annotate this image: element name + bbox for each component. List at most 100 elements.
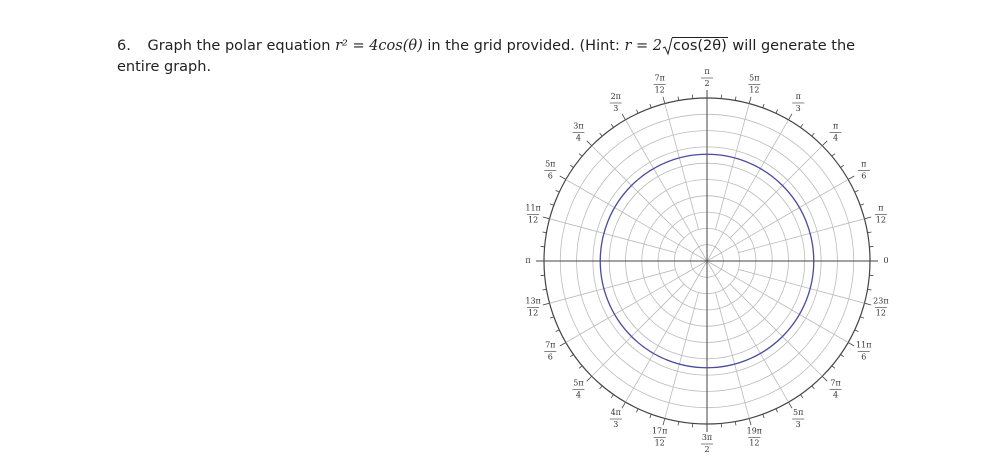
tick: [662, 418, 666, 426]
grid-spoke: [706, 260, 789, 403]
grid-spoke: [715, 103, 750, 230]
label: 0: [883, 256, 888, 265]
tick: [599, 385, 603, 390]
tick: [860, 316, 865, 319]
tick: [800, 123, 804, 128]
label-numerator: 7π: [545, 341, 555, 350]
label-denominator: 4: [833, 133, 838, 142]
label-numerator: 23π: [873, 297, 888, 306]
label-numerator: 17π: [652, 427, 667, 436]
tick: [677, 96, 680, 101]
tick: [559, 342, 567, 347]
tick: [860, 203, 865, 206]
tick: [847, 175, 855, 180]
tick: [748, 96, 752, 104]
grid-spoke: [591, 145, 685, 239]
label-denominator: 6: [548, 353, 553, 362]
label-numerator: π: [796, 92, 801, 101]
tick: [586, 375, 593, 382]
grid-spoke: [565, 179, 708, 262]
tick: [649, 414, 652, 419]
label-denominator: 6: [861, 172, 866, 181]
radicand: cos(2θ): [672, 37, 728, 54]
tick: [748, 418, 752, 426]
label-numerator: 3π: [702, 433, 712, 442]
label-numerator: 5π: [573, 379, 583, 388]
label-numerator: 3π: [573, 121, 583, 130]
tick: [649, 103, 652, 108]
label-denominator: 12: [749, 439, 759, 448]
tick: [821, 140, 828, 147]
tick: [636, 109, 639, 114]
label-numerator: 11π: [525, 203, 540, 212]
grid-spoke: [625, 260, 708, 403]
tick: [549, 203, 554, 206]
radical-sign: [662, 37, 673, 56]
label-denominator: 12: [749, 85, 759, 94]
grid-spoke: [591, 283, 685, 377]
question: 6. Graph the polar equation r² = 4cos(θ)…: [117, 36, 887, 78]
label-denominator: 12: [655, 85, 665, 94]
tick: [762, 103, 765, 108]
tick: [762, 414, 765, 419]
tick: [610, 123, 614, 128]
label-denominator: 12: [655, 439, 665, 448]
tick: [542, 216, 550, 220]
tick: [578, 365, 583, 369]
tick: [788, 401, 793, 409]
tick: [621, 113, 626, 121]
tick: [811, 385, 815, 390]
tick: [559, 175, 567, 180]
hint-equation: r = 2: [624, 38, 662, 54]
grid-spoke: [664, 103, 699, 230]
label-denominator: 6: [548, 172, 553, 181]
tick: [677, 421, 680, 426]
grid-spoke: [738, 269, 865, 304]
label-denominator: 6: [861, 353, 866, 362]
tick: [549, 316, 554, 319]
label-numerator: π: [704, 67, 709, 76]
grid-spoke: [729, 283, 823, 377]
label-denominator: 2: [704, 79, 709, 88]
question-text: in the grid provided. (Hint:: [427, 38, 620, 54]
label-denominator: 3: [796, 420, 801, 429]
grid-spoke: [549, 218, 676, 253]
label-numerator: 13π: [525, 297, 540, 306]
tick: [788, 113, 793, 121]
label: π: [525, 256, 530, 265]
grid-spoke: [738, 218, 865, 253]
tick: [569, 354, 574, 358]
tick: [555, 329, 560, 332]
grid-spoke: [565, 260, 708, 343]
tick: [867, 288, 872, 291]
tick: [555, 190, 560, 193]
tick: [854, 190, 859, 193]
label-denominator: 12: [528, 215, 538, 224]
label-numerator: 5π: [545, 160, 555, 169]
grid-spoke: [729, 145, 823, 239]
tick: [800, 394, 804, 399]
label-denominator: 12: [876, 215, 886, 224]
equation: r² = 4cos(θ): [335, 38, 423, 54]
grid-spoke: [706, 119, 789, 262]
question-number: 6.: [117, 38, 131, 54]
label-numerator: 2π: [611, 92, 621, 101]
tick: [636, 408, 639, 413]
tick: [775, 408, 778, 413]
tick: [840, 164, 845, 168]
label-numerator: 11π: [856, 341, 871, 350]
grid-spoke: [625, 119, 708, 262]
tick: [542, 231, 547, 234]
grid-spoke: [664, 292, 699, 419]
tick: [542, 302, 550, 306]
tick: [586, 140, 593, 147]
grid-spoke: [706, 179, 849, 262]
label-numerator: 7π: [654, 73, 664, 82]
tick: [847, 342, 855, 347]
label-numerator: π: [878, 203, 883, 212]
tick: [821, 375, 828, 382]
tick: [867, 231, 872, 234]
grid-spoke: [706, 260, 849, 343]
tick: [854, 329, 859, 332]
